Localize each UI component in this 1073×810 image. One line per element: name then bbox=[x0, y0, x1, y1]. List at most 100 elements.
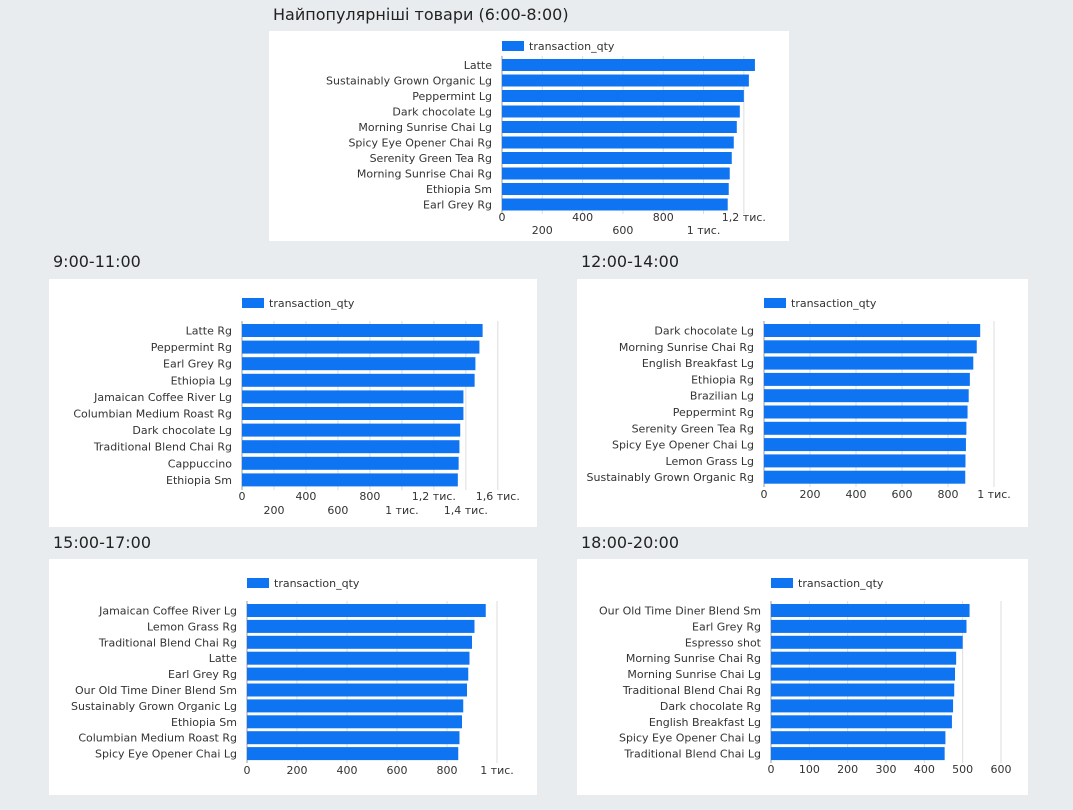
category-label: Spicy Eye Opener Chai Rg bbox=[348, 137, 492, 150]
tick-label: 200 bbox=[287, 764, 308, 777]
bar-chart-9-11: transaction_qty Latte Rg Peppermint Rg Earl… bbox=[73, 297, 520, 517]
category-label: Latte bbox=[209, 652, 237, 665]
bar bbox=[771, 651, 957, 665]
tick-label: 1,4 тис. bbox=[444, 504, 488, 517]
category-label: Dark chocolate Lg bbox=[654, 325, 754, 338]
tick-label: 1,6 тис. bbox=[476, 490, 520, 503]
category-label: Earl Grey Rg bbox=[163, 358, 232, 371]
bar bbox=[242, 390, 464, 404]
category-label: Morning Sunrise Chai Rg bbox=[619, 341, 754, 354]
category-label: Peppermint Rg bbox=[673, 406, 754, 419]
tick-label: 600 bbox=[387, 764, 408, 777]
category-label: Our Old Time Diner Blend Sm bbox=[599, 605, 761, 618]
bar bbox=[771, 699, 954, 713]
category-label: Morning Sunrise Chai Lg bbox=[358, 121, 492, 134]
tick-label: 600 bbox=[892, 488, 913, 501]
category-label: Ethiopia Rg bbox=[691, 373, 754, 386]
tick-label: 600 bbox=[327, 504, 348, 517]
tick-label: 0 bbox=[239, 490, 246, 503]
chart-card-6-8: transaction_qty Latte Sustainably Grown Or… bbox=[269, 31, 789, 241]
chart-card-15-17: transaction_qty Jamaican Coffee River Lg L… bbox=[49, 559, 537, 795]
category-label: Spicy Eye Opener Chai Lg bbox=[95, 748, 237, 761]
bar bbox=[502, 183, 729, 195]
chart-card-9-11: transaction_qty Latte Rg Peppermint Rg Earl… bbox=[49, 279, 537, 527]
category-label: Peppermint Lg bbox=[412, 90, 492, 103]
bar-chart-6-8: transaction_qty Latte Sustainably Grown Or… bbox=[326, 40, 766, 237]
bar bbox=[771, 683, 955, 697]
tick-label: 800 bbox=[359, 490, 380, 503]
legend-label: transaction_qty bbox=[791, 297, 877, 310]
bar bbox=[247, 619, 475, 633]
tick-label: 800 bbox=[938, 488, 959, 501]
category-label: Morning Sunrise Chai Rg bbox=[357, 168, 492, 181]
bar bbox=[247, 651, 470, 665]
category-label: Espresso shot bbox=[685, 636, 762, 649]
tick-label: 200 bbox=[532, 224, 553, 237]
category-label: Latte Rg bbox=[186, 325, 232, 338]
category-label: Earl Grey Rg bbox=[692, 620, 761, 633]
bar bbox=[764, 372, 970, 386]
category-label: Jamaican Coffee River Lg bbox=[93, 391, 232, 404]
category-label: Latte bbox=[464, 59, 492, 72]
category-label: Our Old Time Diner Blend Sm bbox=[75, 684, 237, 697]
tick-label: 800 bbox=[653, 211, 674, 224]
tick-label: 0 bbox=[499, 211, 506, 224]
bar bbox=[771, 604, 970, 617]
category-label: English Breakfast Lg bbox=[642, 357, 754, 370]
category-label: Serenity Green Tea Rg bbox=[370, 152, 492, 165]
tick-label: 0 bbox=[244, 764, 251, 777]
bar bbox=[771, 667, 955, 681]
category-label: Ethiopia Lg bbox=[171, 374, 232, 387]
bar bbox=[242, 324, 483, 337]
bar bbox=[502, 59, 755, 71]
bar bbox=[502, 136, 734, 149]
category-label: English Breakfast Lg bbox=[649, 716, 761, 729]
category-label: Sustainably Grown Organic Lg bbox=[71, 700, 237, 713]
category-label: Traditional Blend Chai Lg bbox=[623, 748, 761, 761]
legend-label: transaction_qty bbox=[798, 577, 884, 590]
tick-label: 200 bbox=[800, 488, 821, 501]
legend-label: transaction_qty bbox=[529, 40, 615, 53]
bar-chart-18-20: transaction_qty Our Old Time Diner Blend … bbox=[599, 577, 1012, 776]
tick-label: 1 тис. bbox=[385, 504, 419, 517]
bar bbox=[502, 167, 730, 180]
chart-card-18-20: transaction_qty Our Old Time Diner Blend … bbox=[577, 559, 1028, 795]
category-label: Columbian Medium Roast Rg bbox=[78, 732, 237, 745]
chart-title-12-14: 12:00-14:00 bbox=[581, 252, 679, 271]
bar bbox=[771, 731, 946, 745]
bar bbox=[502, 152, 732, 164]
category-label: Traditional Blend Chai Rg bbox=[93, 441, 232, 454]
bar bbox=[247, 683, 467, 697]
bar-chart-15-17: transaction_qty Jamaican Coffee River Lg L… bbox=[71, 577, 514, 777]
chart-title-18-20: 18:00-20:00 bbox=[581, 533, 679, 552]
tick-label: 200 bbox=[263, 504, 284, 517]
bar bbox=[242, 456, 459, 470]
bar bbox=[764, 470, 966, 484]
category-label: Morning Sunrise Chai Rg bbox=[626, 652, 761, 665]
bar bbox=[771, 635, 963, 649]
bar bbox=[242, 357, 476, 371]
category-label: Serenity Green Tea Rg bbox=[632, 422, 754, 435]
bar bbox=[764, 438, 966, 452]
bar bbox=[771, 715, 952, 729]
category-label: Dark chocolate Lg bbox=[392, 106, 492, 119]
bar bbox=[771, 747, 945, 761]
category-label: Dark chocolate Rg bbox=[660, 700, 761, 713]
category-label: Brazilian Lg bbox=[690, 390, 754, 403]
tick-label: 300 bbox=[876, 763, 897, 776]
legend-swatch bbox=[502, 41, 524, 51]
category-label: Spicy Eye Opener Chai Lg bbox=[612, 439, 754, 452]
category-label: Sustainably Grown Organic Rg bbox=[587, 471, 754, 484]
tick-label: 400 bbox=[914, 763, 935, 776]
tick-label: 1,2 тис. bbox=[412, 490, 456, 503]
category-label: Ethiopia Sm bbox=[426, 183, 492, 196]
legend-swatch bbox=[771, 578, 793, 588]
bar bbox=[242, 407, 464, 420]
legend-swatch bbox=[242, 298, 264, 308]
bar bbox=[247, 715, 462, 729]
bar bbox=[502, 90, 744, 102]
bar bbox=[247, 731, 460, 745]
category-label: Jamaican Coffee River Lg bbox=[98, 605, 237, 618]
category-label: Lemon Grass Rg bbox=[147, 620, 237, 633]
bar bbox=[242, 373, 475, 387]
